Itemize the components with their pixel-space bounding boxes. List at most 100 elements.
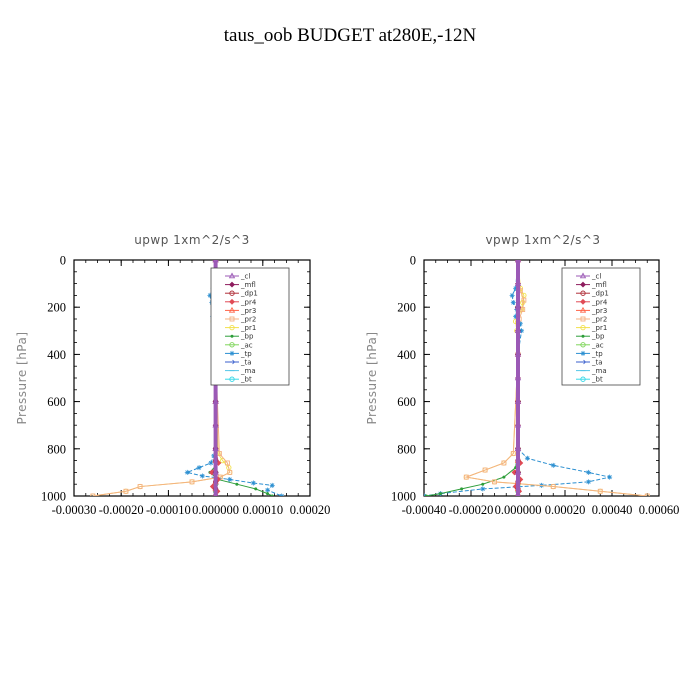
data-point-tp — [510, 299, 516, 305]
data-point-pr2 — [501, 460, 507, 466]
data-point-dp1 — [580, 290, 586, 296]
data-point-cl — [514, 445, 522, 452]
y-tick-label: 600 — [47, 395, 66, 409]
x-tick-label: 0.000000 — [192, 503, 239, 517]
panel-upwp: upwp 1xm^2/s^3 Pressure [hPa] 0 200 400 600… — [15, 233, 330, 517]
legend-box — [561, 267, 641, 386]
data-point-bp — [581, 334, 585, 338]
data-point-bp — [230, 334, 234, 338]
data-point-tp — [607, 474, 613, 480]
y-tick-label: 1000 — [41, 490, 66, 504]
data-point-pr2 — [492, 479, 497, 485]
data-point-tp — [227, 476, 233, 482]
data-point-pr4 — [580, 298, 586, 305]
data-point-cl — [228, 272, 236, 279]
series-group — [424, 260, 650, 496]
data-point-bp — [481, 482, 485, 486]
data-point-mfl — [229, 281, 235, 288]
data-point-cl — [514, 398, 522, 404]
data-point-bp — [460, 487, 464, 491]
data-point-bp — [424, 494, 428, 496]
legend-label: _bp — [240, 333, 254, 341]
data-point-pr2 — [463, 474, 469, 480]
data-point-bp — [254, 487, 258, 491]
data-point-tp — [517, 321, 523, 327]
data-point-pr4 — [229, 298, 235, 305]
data-point-pr2 — [644, 493, 650, 496]
data-point-tp — [196, 465, 202, 471]
data-point-cl — [514, 421, 522, 428]
legend-label: _pr3 — [591, 307, 607, 315]
legend-label: _ac — [240, 341, 253, 349]
data-point-cl — [514, 260, 522, 263]
x-tick-label: 0.00040 — [592, 503, 633, 517]
data-point-bp — [235, 482, 239, 486]
data-point-pr2 — [137, 484, 143, 490]
y-tick-label: 400 — [47, 348, 66, 362]
plot-area: 0 200 400 600 800 1000-0.00040 -0.00020 0.00000… — [391, 254, 679, 518]
data-point-tp — [229, 350, 235, 356]
data-point-pr2 — [580, 316, 586, 322]
data-point-pr2 — [189, 479, 195, 485]
y-tick-label: 1000 — [391, 490, 416, 504]
data-point-cl — [514, 303, 522, 310]
data-point-ta — [580, 359, 587, 365]
data-point-tp — [265, 487, 271, 493]
data-point-cl — [579, 272, 587, 279]
legend-label: _ta — [240, 359, 252, 367]
y-tick-label: 800 — [397, 442, 416, 456]
data-point-cl — [514, 327, 522, 334]
legend-label: _tp — [591, 350, 603, 358]
y-tick-label: 200 — [397, 301, 416, 315]
legend-label: _pr1 — [591, 324, 607, 332]
data-point-tp — [199, 473, 205, 479]
x-tick-label: 0.00060 — [639, 503, 680, 517]
data-point-cl — [514, 374, 522, 381]
data-point-cl — [212, 398, 219, 404]
legend-label: _pr2 — [240, 316, 256, 324]
y-axis-label: Pressure [hPa] — [365, 331, 379, 424]
legend-label: _mfl — [240, 281, 256, 289]
data-point-cl — [212, 445, 219, 452]
panel-vpwp: vpwp 1xm^2/s^3 Pressure [hPa] 0 200 400 600… — [365, 233, 679, 517]
y-axis-label: Pressure [hPa] — [15, 331, 29, 424]
data-point-cl — [514, 350, 522, 357]
data-point-bp — [266, 492, 270, 496]
legend-label: _pr4 — [591, 298, 608, 306]
data-point-cl — [514, 468, 522, 475]
data-point-pr1 — [229, 324, 235, 331]
legend-label: _dp1 — [240, 290, 258, 298]
data-point-tp — [208, 460, 214, 466]
legend-label: _ma — [591, 367, 607, 375]
x-tick-label: -0.00040 — [402, 503, 447, 517]
data-point-bt — [229, 376, 235, 382]
data-point-pr2 — [597, 488, 603, 494]
data-point-tp — [184, 469, 190, 475]
x-tick-label: -0.00010 — [146, 503, 191, 517]
data-point-pr3 — [228, 306, 236, 313]
data-point-pr2 — [520, 307, 526, 313]
data-point-pr2 — [521, 297, 527, 303]
data-point-cl — [212, 468, 219, 475]
data-point-pr2 — [510, 451, 516, 456]
data-point-tp — [513, 285, 519, 291]
data-point-pr2 — [482, 467, 488, 473]
data-point-tp — [519, 328, 525, 334]
data-point-cl — [516, 492, 520, 496]
data-point-pr2 — [550, 484, 556, 490]
figure-title: taus_oob BUDGET at280E,-12N — [224, 25, 477, 46]
y-tick-label: 800 — [47, 442, 66, 456]
legend-label: _ma — [240, 367, 256, 375]
legend-box — [210, 267, 290, 386]
legend-label: _bp — [591, 333, 605, 341]
data-point-cl — [213, 492, 218, 496]
data-point-bt — [580, 376, 586, 382]
data-point-dp1 — [229, 290, 235, 296]
data-point-tp — [513, 314, 519, 320]
x-tick-label: 0.000000 — [495, 503, 542, 517]
legend-label: _pr4 — [240, 298, 257, 306]
legend-label: _pr3 — [240, 307, 256, 315]
data-point-cl — [212, 260, 219, 263]
data-point-bp — [502, 475, 506, 479]
data-point-tp — [550, 462, 556, 468]
